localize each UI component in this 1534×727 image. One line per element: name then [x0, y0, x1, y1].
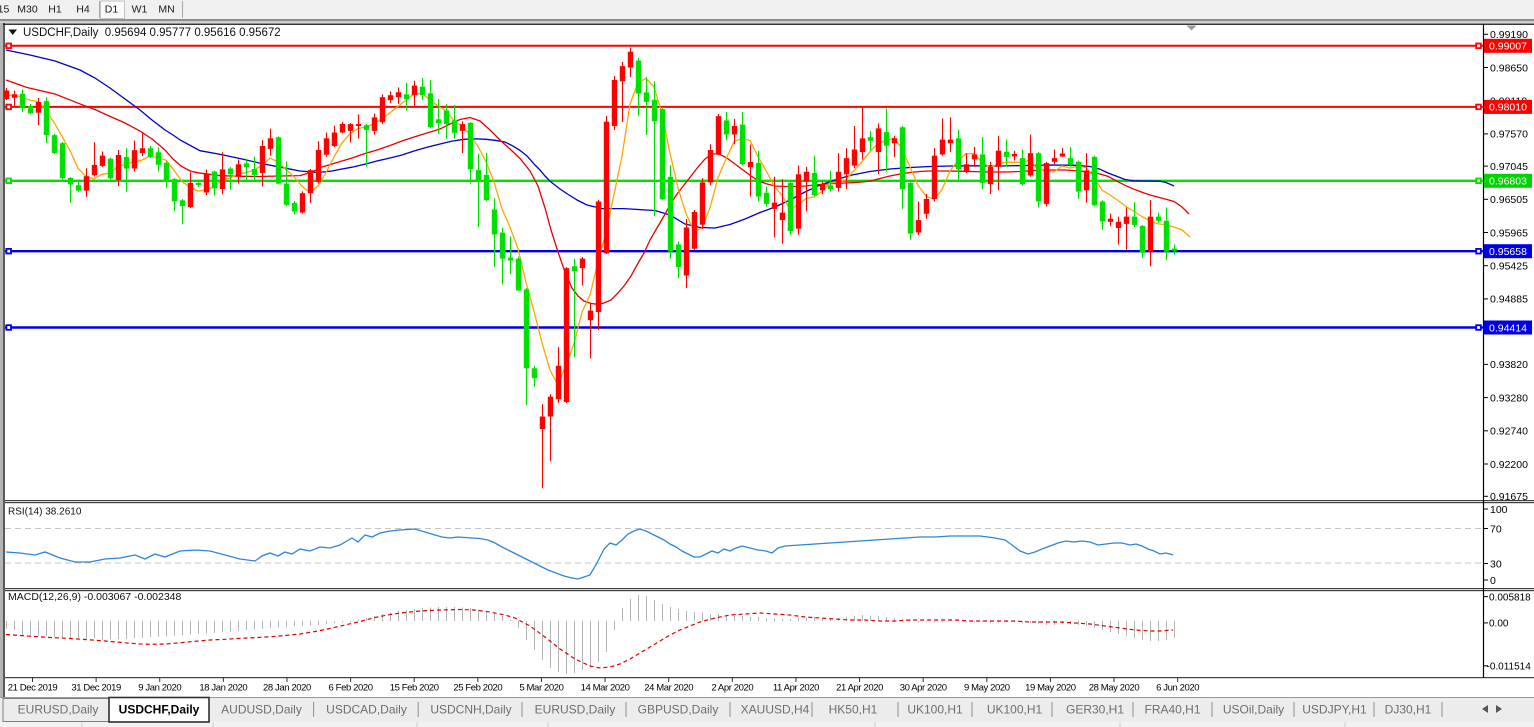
svg-text:14 Mar 2020: 14 Mar 2020 [581, 683, 630, 694]
svg-text:M30: M30 [17, 4, 38, 16]
svg-text:31 Dec 2019: 31 Dec 2019 [71, 683, 121, 694]
svg-text:18 Jan 2020: 18 Jan 2020 [199, 683, 247, 694]
svg-text:H1: H1 [48, 4, 62, 16]
svg-text:W1: W1 [132, 4, 148, 16]
svg-text:0.98650: 0.98650 [1490, 62, 1528, 74]
svg-text:15 Feb 2020: 15 Feb 2020 [390, 683, 439, 694]
svg-text:9 Jan 2020: 9 Jan 2020 [138, 683, 181, 694]
svg-text:0.91675: 0.91675 [1490, 491, 1528, 503]
svg-text:0.92740: 0.92740 [1490, 426, 1528, 438]
svg-text:EURUSD,Daily: EURUSD,Daily [18, 703, 99, 717]
svg-text:DJ30,H1: DJ30,H1 [1385, 703, 1432, 717]
svg-text:D1: D1 [105, 4, 119, 16]
svg-text:0.95965: 0.95965 [1490, 227, 1528, 239]
svg-text:0.93820: 0.93820 [1490, 359, 1528, 371]
svg-text:0.94414: 0.94414 [1489, 322, 1527, 334]
svg-text:0.005818: 0.005818 [1489, 592, 1531, 603]
svg-text:USDCAD,Daily: USDCAD,Daily [326, 703, 407, 717]
svg-text:0.95658: 0.95658 [1489, 246, 1527, 258]
svg-text:100: 100 [1490, 504, 1508, 516]
svg-text:USDCHF,Daily: USDCHF,Daily [119, 703, 200, 717]
svg-text:21 Apr 2020: 21 Apr 2020 [836, 683, 883, 694]
svg-text:UK100,H1: UK100,H1 [907, 703, 963, 717]
svg-text:28 May 2020: 28 May 2020 [1089, 683, 1140, 694]
svg-text:0.99007: 0.99007 [1489, 41, 1527, 53]
svg-text:30: 30 [1490, 558, 1502, 570]
svg-text:5 Mar 2020: 5 Mar 2020 [519, 683, 563, 694]
svg-text:H4: H4 [76, 4, 90, 16]
svg-text:6 Jun 2020: 6 Jun 2020 [1156, 683, 1199, 694]
svg-text:0.93280: 0.93280 [1490, 392, 1528, 404]
svg-text:XAUUSD,H4: XAUUSD,H4 [741, 703, 810, 717]
svg-text:USDCNH,Daily: USDCNH,Daily [430, 703, 511, 717]
svg-text:UK100,H1: UK100,H1 [987, 703, 1043, 717]
svg-text:0.00: 0.00 [1489, 619, 1509, 630]
svg-text:2 Apr 2020: 2 Apr 2020 [711, 683, 753, 694]
svg-text:MN: MN [158, 4, 174, 16]
svg-text:0.94885: 0.94885 [1490, 294, 1528, 306]
svg-text:0.92200: 0.92200 [1490, 459, 1528, 471]
svg-text:-0.011514: -0.011514 [1487, 662, 1532, 673]
svg-text:0.96803: 0.96803 [1489, 176, 1527, 188]
svg-text:9 May 2020: 9 May 2020 [964, 683, 1010, 694]
svg-text:15: 15 [0, 4, 9, 16]
svg-text:25 Feb 2020: 25 Feb 2020 [453, 683, 502, 694]
svg-text:RSI(14) 38.2610: RSI(14) 38.2610 [8, 507, 82, 518]
svg-text:FRA40,H1: FRA40,H1 [1144, 703, 1200, 717]
svg-text:0.95425: 0.95425 [1490, 261, 1528, 273]
svg-text:21 Dec 2019: 21 Dec 2019 [8, 683, 58, 694]
svg-text:0.98010: 0.98010 [1489, 102, 1527, 114]
svg-text:0: 0 [1490, 575, 1496, 587]
svg-text:0.97570: 0.97570 [1490, 129, 1528, 141]
svg-text:30 Apr 2020: 30 Apr 2020 [900, 683, 947, 694]
svg-text:70: 70 [1490, 523, 1502, 535]
svg-text:MACD(12,26,9) -0.003067 -0.002: MACD(12,26,9) -0.003067 -0.002348 [8, 591, 182, 603]
svg-text:USDJPY,H1: USDJPY,H1 [1302, 703, 1367, 717]
svg-text:11 Apr 2020: 11 Apr 2020 [773, 683, 819, 694]
svg-text:GBPUSD,Daily: GBPUSD,Daily [638, 703, 719, 717]
svg-text:GER30,H1: GER30,H1 [1066, 703, 1124, 717]
svg-text:24 Mar 2020: 24 Mar 2020 [644, 683, 693, 694]
svg-text:AUDUSD,Daily: AUDUSD,Daily [221, 703, 302, 717]
svg-text:6 Feb 2020: 6 Feb 2020 [329, 683, 373, 694]
svg-text:USOil,Daily: USOil,Daily [1223, 703, 1284, 717]
svg-text:HK50,H1: HK50,H1 [829, 703, 878, 717]
svg-text:19 May 2020: 19 May 2020 [1025, 683, 1076, 694]
svg-text:28 Jan 2020: 28 Jan 2020 [263, 683, 311, 694]
svg-text:0.97045: 0.97045 [1490, 161, 1528, 173]
svg-text:USDCHF,Daily 0.95694 0.95777: USDCHF,Daily 0.95694 0.95777 0.95616 0.9… [23, 27, 281, 39]
svg-text:0.99190: 0.99190 [1490, 29, 1528, 41]
svg-text:0.96505: 0.96505 [1490, 194, 1528, 206]
svg-text:EURUSD,Daily: EURUSD,Daily [535, 703, 616, 717]
